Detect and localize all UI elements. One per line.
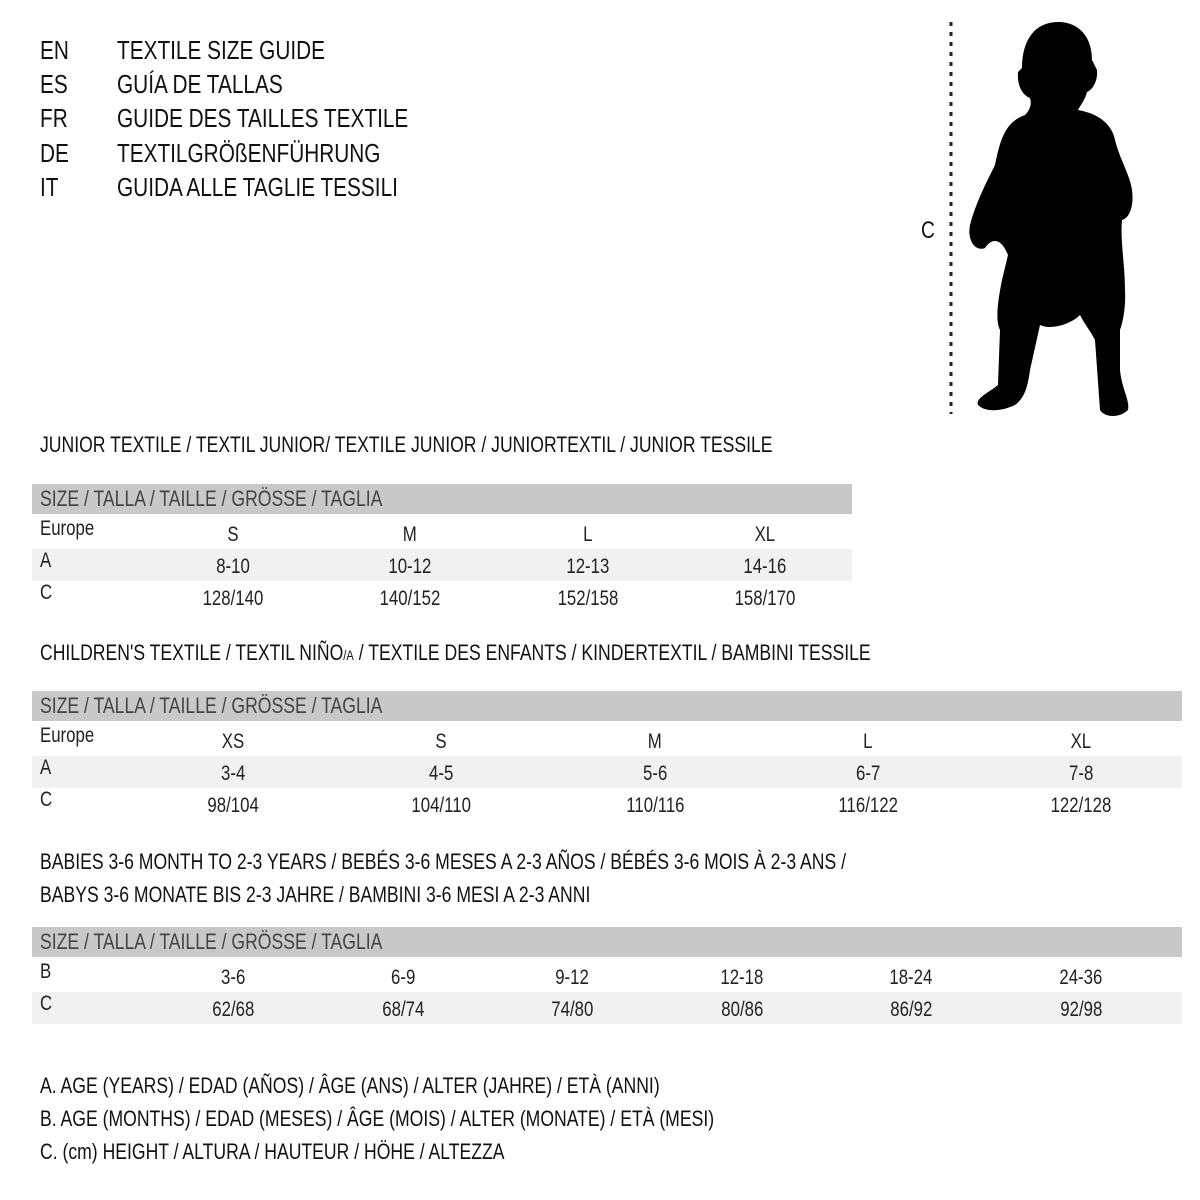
children-title: CHILDREN'S TEXTILE / TEXTIL NIÑO/A / TEX… xyxy=(40,640,871,665)
table-cell: 12-18 xyxy=(720,966,764,989)
table-cell: 9-12 xyxy=(555,966,589,989)
height-label: C xyxy=(921,217,935,244)
table-cell: 98/104 xyxy=(207,794,259,817)
table-cell: 122/128 xyxy=(1050,794,1112,817)
babies-title-line1: BABIES 3-6 MONTH TO 2-3 YEARS / BEBÉS 3-… xyxy=(40,849,846,874)
table-row: B 3-6 6-9 9-12 12-18 18-24 24-36 xyxy=(32,960,1182,992)
table-cell: 110/116 xyxy=(625,794,685,817)
row-label: B xyxy=(40,960,52,983)
table-cell: M xyxy=(403,523,417,546)
row-label: Europe xyxy=(40,517,95,540)
language-title: TEXTILE SIZE GUIDE xyxy=(117,35,326,65)
table-cell: 80/86 xyxy=(720,998,764,1021)
table-cell: XL xyxy=(754,523,776,546)
table-cell: 24-36 xyxy=(1059,966,1103,989)
table-cell: 74/80 xyxy=(550,998,594,1021)
row-label: A xyxy=(40,549,52,572)
table-cell: 5-6 xyxy=(642,762,668,785)
junior-title: JUNIOR TEXTILE / TEXTIL JUNIOR/ TEXTILE … xyxy=(40,432,773,457)
language-code: FR xyxy=(40,103,68,133)
language-code: IT xyxy=(40,172,59,202)
table-cell: 62/68 xyxy=(211,998,255,1021)
babies-title-line2: BABYS 3-6 MONATE BIS 2-3 JAHRE / BAMBINI… xyxy=(40,882,591,907)
table-cell: L xyxy=(863,730,873,753)
row-label: C xyxy=(40,788,53,811)
table-cell: 7-8 xyxy=(1068,762,1094,785)
table-row: Europe XS S M L XL xyxy=(32,724,1182,756)
row-label: C xyxy=(40,992,53,1015)
table-cell: 140/152 xyxy=(379,587,441,610)
language-title: TEXTILGRÖßENFÜHRUNG xyxy=(117,138,381,168)
language-title: GUÍA DE TALLAS xyxy=(117,69,283,99)
table-cell: 152/158 xyxy=(557,587,619,610)
table-cell: 128/140 xyxy=(202,587,264,610)
table-cell: 3-6 xyxy=(220,966,246,989)
table-row: C 98/104 104/110 110/116 116/122 122/128 xyxy=(32,788,1182,820)
table-cell: 68/74 xyxy=(381,998,425,1021)
table-cell: 10-12 xyxy=(388,555,432,578)
table-cell: M xyxy=(648,730,662,753)
table-cell: 104/110 xyxy=(411,794,471,817)
table-row: A 3-4 4-5 5-6 6-7 7-8 xyxy=(32,756,1182,788)
table-cell: XL xyxy=(1070,730,1092,753)
legend-a: A. AGE (YEARS) / EDAD (AÑOS) / ÂGE (ANS)… xyxy=(40,1073,660,1098)
table-row: Europe S M L XL xyxy=(32,517,852,549)
table-row: A 8-10 10-12 12-13 14-16 xyxy=(32,549,852,581)
language-code: DE xyxy=(40,138,69,168)
table-row: C 128/140 140/152 152/158 158/170 xyxy=(32,581,852,613)
table-cell: 14-16 xyxy=(743,555,787,578)
table-row: C 62/68 68/74 74/80 80/86 86/92 92/98 xyxy=(32,992,1182,1024)
language-title: GUIDA ALLE TAGLIE TESSILI xyxy=(117,172,398,202)
legend-b: B. AGE (MONTHS) / EDAD (MESES) / ÂGE (MO… xyxy=(40,1106,715,1131)
table-cell: 4-5 xyxy=(428,762,454,785)
table-cell: 92/98 xyxy=(1059,998,1103,1021)
language-title: GUIDE DES TAILLES TEXTILE xyxy=(117,103,409,133)
table-cell: 3-4 xyxy=(220,762,246,785)
table-cell: 6-7 xyxy=(855,762,881,785)
table-cell: 12-13 xyxy=(566,555,610,578)
table-cell: L xyxy=(583,523,593,546)
row-label: Europe xyxy=(40,724,95,747)
table-header: SIZE / TALLA / TAILLE / GRÖSSE / TAGLIA xyxy=(32,927,1182,957)
table-cell: 86/92 xyxy=(889,998,933,1021)
language-code: ES xyxy=(40,69,68,99)
row-label: C xyxy=(40,581,53,604)
table-cell: 158/170 xyxy=(734,587,796,610)
table-cell: S xyxy=(435,730,447,753)
legend-c: C. (cm) HEIGHT / ALTURA / HAUTEUR / HÖHE… xyxy=(40,1139,505,1164)
table-cell: 6-9 xyxy=(390,966,416,989)
table-cell: XS xyxy=(221,730,245,753)
language-code: EN xyxy=(40,35,69,65)
table-header: SIZE / TALLA / TAILLE / GRÖSSE / TAGLIA xyxy=(32,691,1182,721)
row-label: A xyxy=(40,756,52,779)
table-cell: 116/122 xyxy=(838,794,898,817)
table-cell: S xyxy=(227,523,239,546)
child-silhouette-icon xyxy=(949,22,1133,416)
table-header: SIZE / TALLA / TAILLE / GRÖSSE / TAGLIA xyxy=(32,484,852,514)
table-cell: 8-10 xyxy=(216,555,250,578)
table-cell: 18-24 xyxy=(889,966,933,989)
